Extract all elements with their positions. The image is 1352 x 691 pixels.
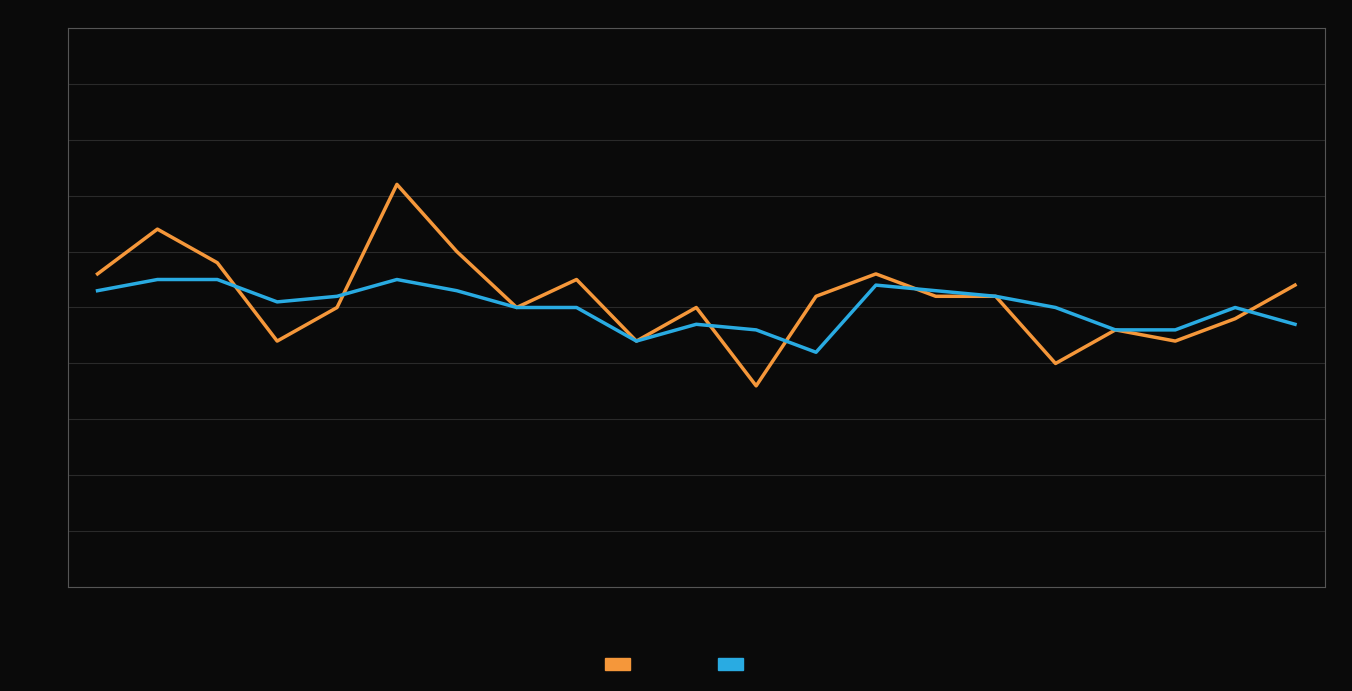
Legend: , : ,: [599, 652, 753, 677]
